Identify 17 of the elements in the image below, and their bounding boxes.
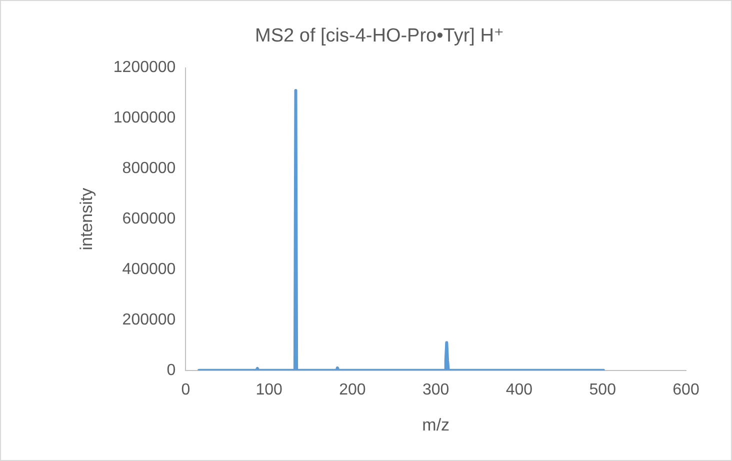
chart-title: MS2 of [cis-4-HO-Pro•Tyr] H⁺ [255, 26, 504, 47]
x-tick-label: 300 [422, 381, 450, 398]
y-tick-label: 0 [166, 362, 176, 379]
x-tick-label: 0 [181, 381, 190, 398]
x-tick-label: 200 [339, 381, 366, 398]
x-tick-label: 100 [256, 381, 283, 398]
y-tick-label: 1000000 [113, 110, 176, 127]
x-tick-label: 600 [672, 381, 700, 398]
x-tick-label: 400 [506, 381, 533, 398]
y-tick-label: 200000 [122, 311, 176, 328]
x-tick-label: 500 [589, 381, 616, 398]
y-tick-label: 1200000 [113, 59, 176, 76]
y-tick-label: 600000 [122, 210, 176, 228]
y-tick-label: 400000 [122, 260, 176, 278]
y-tick-label: 800000 [122, 160, 176, 178]
y-axis-title: intensity [76, 187, 96, 250]
x-axis-title: m/z [422, 415, 450, 434]
